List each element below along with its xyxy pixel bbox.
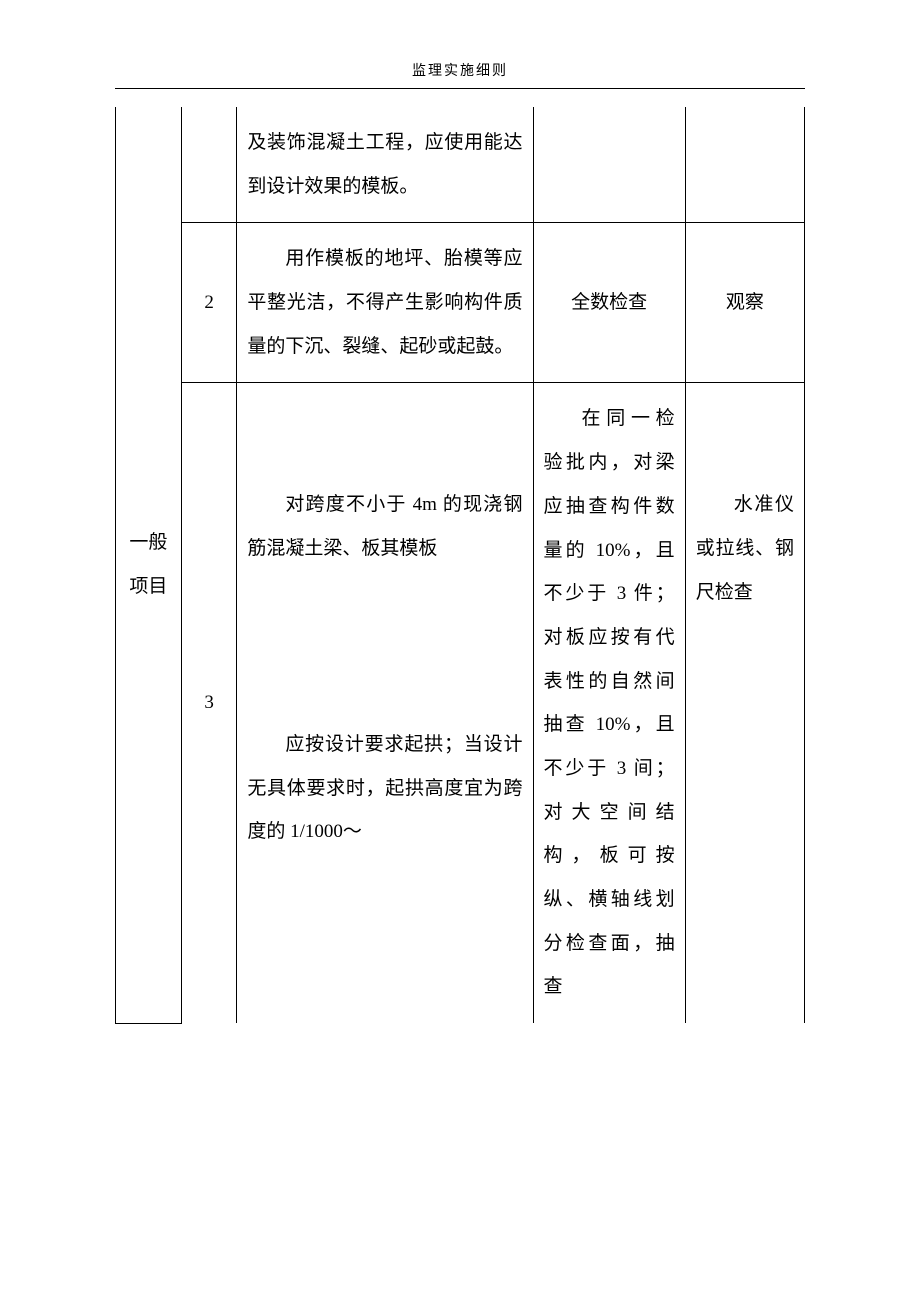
check-scope-cell (533, 107, 685, 223)
category-label: 一般项目 (129, 532, 167, 597)
check-scope-cell: 全数检查 (533, 223, 685, 383)
row-number: 2 (181, 223, 237, 383)
description-text: 用作模板的地坪、胎模等应平整光洁，不得产生影响构件质量的下沉、裂缝、起砂或起鼓。 (247, 237, 522, 368)
table-row: 3 对跨度不小于 4m 的现浇钢筋混凝土梁、板其模板 应按设计要求起拱；当设计无… (116, 383, 805, 1023)
check-method-cell (685, 107, 804, 223)
description-text-p2: 应按设计要求起拱；当设计无具体要求时，起拱高度宜为跨度的 1/1000～ (247, 723, 522, 854)
table-row: 一般项目 及装饰混凝土工程，应使用能达到设计效果的模板。 (116, 107, 805, 223)
check-method-cell: 观察 (685, 223, 804, 383)
description-cell: 对跨度不小于 4m 的现浇钢筋混凝土梁、板其模板 应按设计要求起拱；当设计无具体… (237, 383, 533, 1023)
description-text: 及装饰混凝土工程，应使用能达到设计效果的模板。 (247, 132, 522, 197)
check-scope-text: 在同一检验批内，对梁应抽查构件数量的 10%，且不少于 3 件；对板应按有代表性… (544, 397, 675, 1009)
page-header: 监理实施细则 (115, 60, 805, 89)
description-text-p1: 对跨度不小于 4m 的现浇钢筋混凝土梁、板其模板 (247, 483, 522, 570)
content-table: 一般项目 及装饰混凝土工程，应使用能达到设计效果的模板。 2 用作模板的地坪、胎… (115, 107, 805, 1024)
check-method-cell: 水准仪或拉线、钢尺检查 (685, 383, 804, 1023)
row-number: 3 (181, 383, 237, 1023)
description-cell: 及装饰混凝土工程，应使用能达到设计效果的模板。 (237, 107, 533, 223)
table-row: 2 用作模板的地坪、胎模等应平整光洁，不得产生影响构件质量的下沉、裂缝、起砂或起… (116, 223, 805, 383)
header-title: 监理实施细则 (412, 64, 508, 79)
category-cell: 一般项目 (116, 107, 182, 1023)
description-cell: 用作模板的地坪、胎模等应平整光洁，不得产生影响构件质量的下沉、裂缝、起砂或起鼓。 (237, 223, 533, 383)
row-number (181, 107, 237, 223)
check-scope-cell: 在同一检验批内，对梁应抽查构件数量的 10%，且不少于 3 件；对板应按有代表性… (533, 383, 685, 1023)
check-method-text: 水准仪或拉线、钢尺检查 (696, 483, 794, 614)
document-page: 监理实施细则 一般项目 及装饰混凝土工程，应使用能达到设计效果的模板。 2 (0, 0, 920, 1302)
